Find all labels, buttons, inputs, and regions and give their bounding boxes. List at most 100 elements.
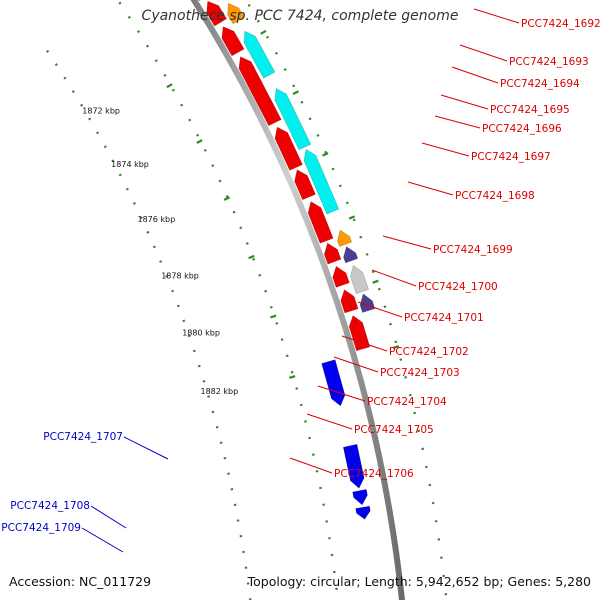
leader-line-PCC7424_1703: [333, 356, 379, 373]
right-dot-tick: [338, 184, 342, 188]
outer-dot-tick: [227, 472, 230, 475]
gene-label-PCC7424_1694: PCC7424_1694: [500, 78, 580, 90]
major-tick: [223, 196, 230, 201]
blue-gene-3: [355, 505, 371, 520]
outer-dot-tick: [211, 410, 215, 414]
inner-tick: [290, 370, 294, 374]
accession-text: Accession: NC_011729: [9, 574, 152, 589]
major-tick: [348, 215, 356, 220]
inner-tick: [304, 420, 307, 423]
major-tick: [392, 345, 400, 349]
right-dot-tick: [274, 51, 278, 55]
inner-tick: [275, 322, 279, 325]
right-dot-tick: [256, 19, 260, 23]
gene-label-PCC7424_1706: PCC7424_1706: [334, 468, 414, 480]
band2-gene-10: [359, 293, 376, 313]
inner-tick: [295, 387, 299, 390]
right-dot-tick: [331, 167, 335, 171]
inner-tick: [171, 88, 175, 92]
leader-line-PCC7424_1697: [421, 142, 470, 157]
red-gene-8: [323, 242, 342, 265]
right-dot-tick: [371, 270, 375, 274]
leader-line-PCC7424_1699: [382, 235, 432, 250]
right-dot-tick: [316, 134, 320, 137]
right-dot-tick: [383, 305, 387, 308]
genome-backbone: [190, 0, 405, 600]
red-gene-4: [238, 56, 282, 127]
outer-dot-tick: [80, 103, 84, 107]
outer-dot-tick: [63, 76, 67, 80]
gene-label-PCC7424_1700: PCC7424_1700: [418, 281, 498, 293]
kbp-label-5: 1882 kbp: [201, 387, 239, 396]
red-gene-11: [348, 315, 371, 352]
gene-label-PCC7424_1704: PCC7424_1704: [367, 396, 447, 408]
outer-dot-tick: [165, 274, 169, 278]
outer-dot-tick: [207, 395, 211, 398]
outer-dot-tick: [197, 364, 201, 368]
inner-tick: [225, 195, 229, 198]
inner-tick: [280, 338, 284, 341]
leader-line-PCC7424_1698: [407, 181, 454, 196]
major-tick: [322, 152, 329, 157]
outer-dot-tick: [118, 173, 122, 177]
kbp-scale-labels: 1872 kbp 1874 kbp 1876 kbp 1878 kbp 1880 kbp…: [82, 106, 238, 396]
outer-dot-tick: [192, 349, 196, 353]
inner-tick: [211, 164, 215, 168]
right-dot-tick: [352, 218, 356, 222]
gene-label-PCC7424_1693: PCC7424_1693: [509, 56, 589, 68]
inner-tick: [180, 103, 184, 107]
blue-gene-1: [342, 443, 365, 489]
leader-line-PCC7424_1707: [123, 436, 169, 460]
outer-dot-tick: [171, 289, 175, 293]
right-dot-tick: [389, 322, 392, 326]
red-gene-2: [206, 0, 228, 27]
major-tick: [289, 375, 296, 379]
kbp-label-3: 1878 kbp: [161, 271, 199, 280]
gene-features: [198, 0, 376, 520]
label-leader-lines: [81, 8, 520, 553]
leader-line-PCC7424_1709: [81, 527, 124, 553]
outer-dot-tick: [139, 216, 143, 220]
blue-gene-2: [352, 489, 368, 506]
kbp-label-1: 1874 kbp: [111, 160, 149, 169]
right-dot-tick: [324, 150, 328, 154]
gene-label-PCC7424_1698: PCC7424_1698: [455, 190, 535, 202]
band2-gene-5: [274, 87, 312, 151]
map-title: Cyanothece sp. PCC 7424, complete genome: [141, 8, 459, 24]
leader-line-PCC7424_1692: [473, 8, 520, 24]
outer-dot-tick: [146, 230, 150, 234]
inner-tick: [163, 73, 167, 77]
gene-label-PCC7424_1703: PCC7424_1703: [380, 367, 460, 379]
outer-dot-tick: [88, 117, 92, 121]
inner-tick: [154, 59, 158, 63]
right-dot-tick: [308, 117, 312, 121]
red-gene-3: [221, 26, 245, 57]
right-dot-tick: [359, 235, 363, 239]
right-dot-tick: [404, 376, 408, 379]
right-dot-tick: [417, 429, 421, 433]
right-dot-tick: [408, 393, 412, 397]
gene-label-PCC7424_1697: PCC7424_1697: [471, 151, 551, 163]
outer-dot-tick: [215, 426, 219, 429]
major-tick: [372, 279, 379, 284]
band2-gene-6: [303, 148, 340, 215]
inner-tick: [145, 44, 150, 48]
inner-tick: [218, 179, 222, 183]
outer-dot-tick: [152, 245, 156, 249]
leader-line-PCC7424_1701: [357, 301, 403, 318]
inner-tick: [118, 1, 122, 5]
gene-label-PCC7424_1705: PCC7424_1705: [354, 424, 434, 436]
outer-dot-tick: [132, 202, 136, 205]
right-dot-tick: [377, 287, 381, 291]
leader-line-PCC7424_1696: [434, 115, 481, 129]
band2-gene-4: [243, 30, 276, 79]
gene-label-PCC7424_1699: PCC7424_1699: [433, 244, 513, 256]
major-tick: [248, 254, 255, 260]
inner-tick: [269, 305, 273, 309]
blue-gene-0: [321, 359, 346, 407]
band2-gene-3: [227, 2, 245, 25]
red-gene-6: [294, 169, 316, 201]
red-gene-1: [198, 0, 201, 2]
gene-label-PCC7424_1692: PCC7424_1692: [521, 18, 600, 30]
